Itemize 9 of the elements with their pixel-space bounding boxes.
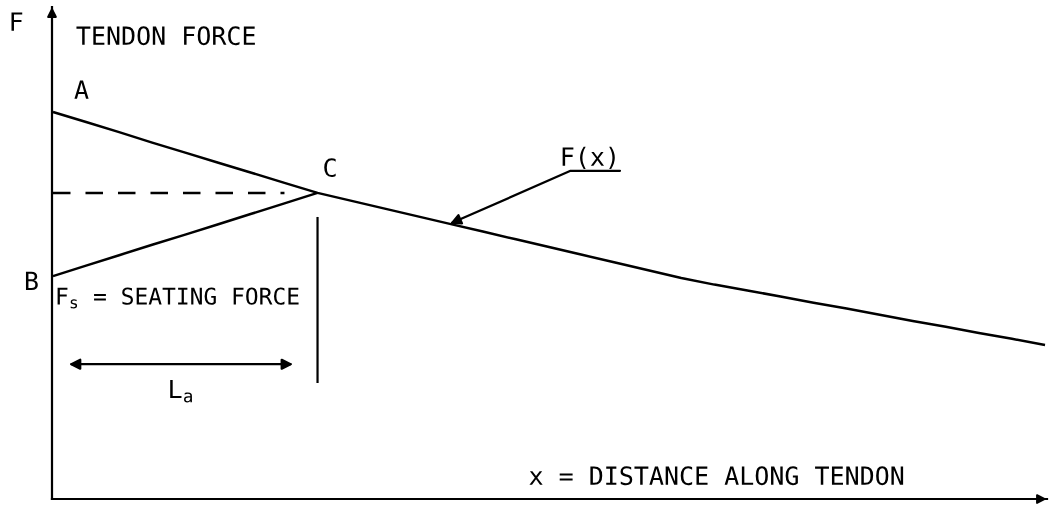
text: B bbox=[25, 271, 38, 291]
annotation: F(x) bbox=[562, 146, 615, 169]
text: A bbox=[74, 80, 89, 99]
annotation: F$_{s}$ = SEATING FORCE bbox=[57, 287, 299, 309]
x-axis-title: x = DISTANCE ALONG TENDON bbox=[529, 466, 904, 486]
annotation: C bbox=[324, 158, 336, 178]
y-axis-title: F bbox=[11, 12, 23, 31]
text: TENDON FORCE bbox=[76, 26, 255, 46]
annotation: L$_{a}$ bbox=[170, 379, 192, 403]
